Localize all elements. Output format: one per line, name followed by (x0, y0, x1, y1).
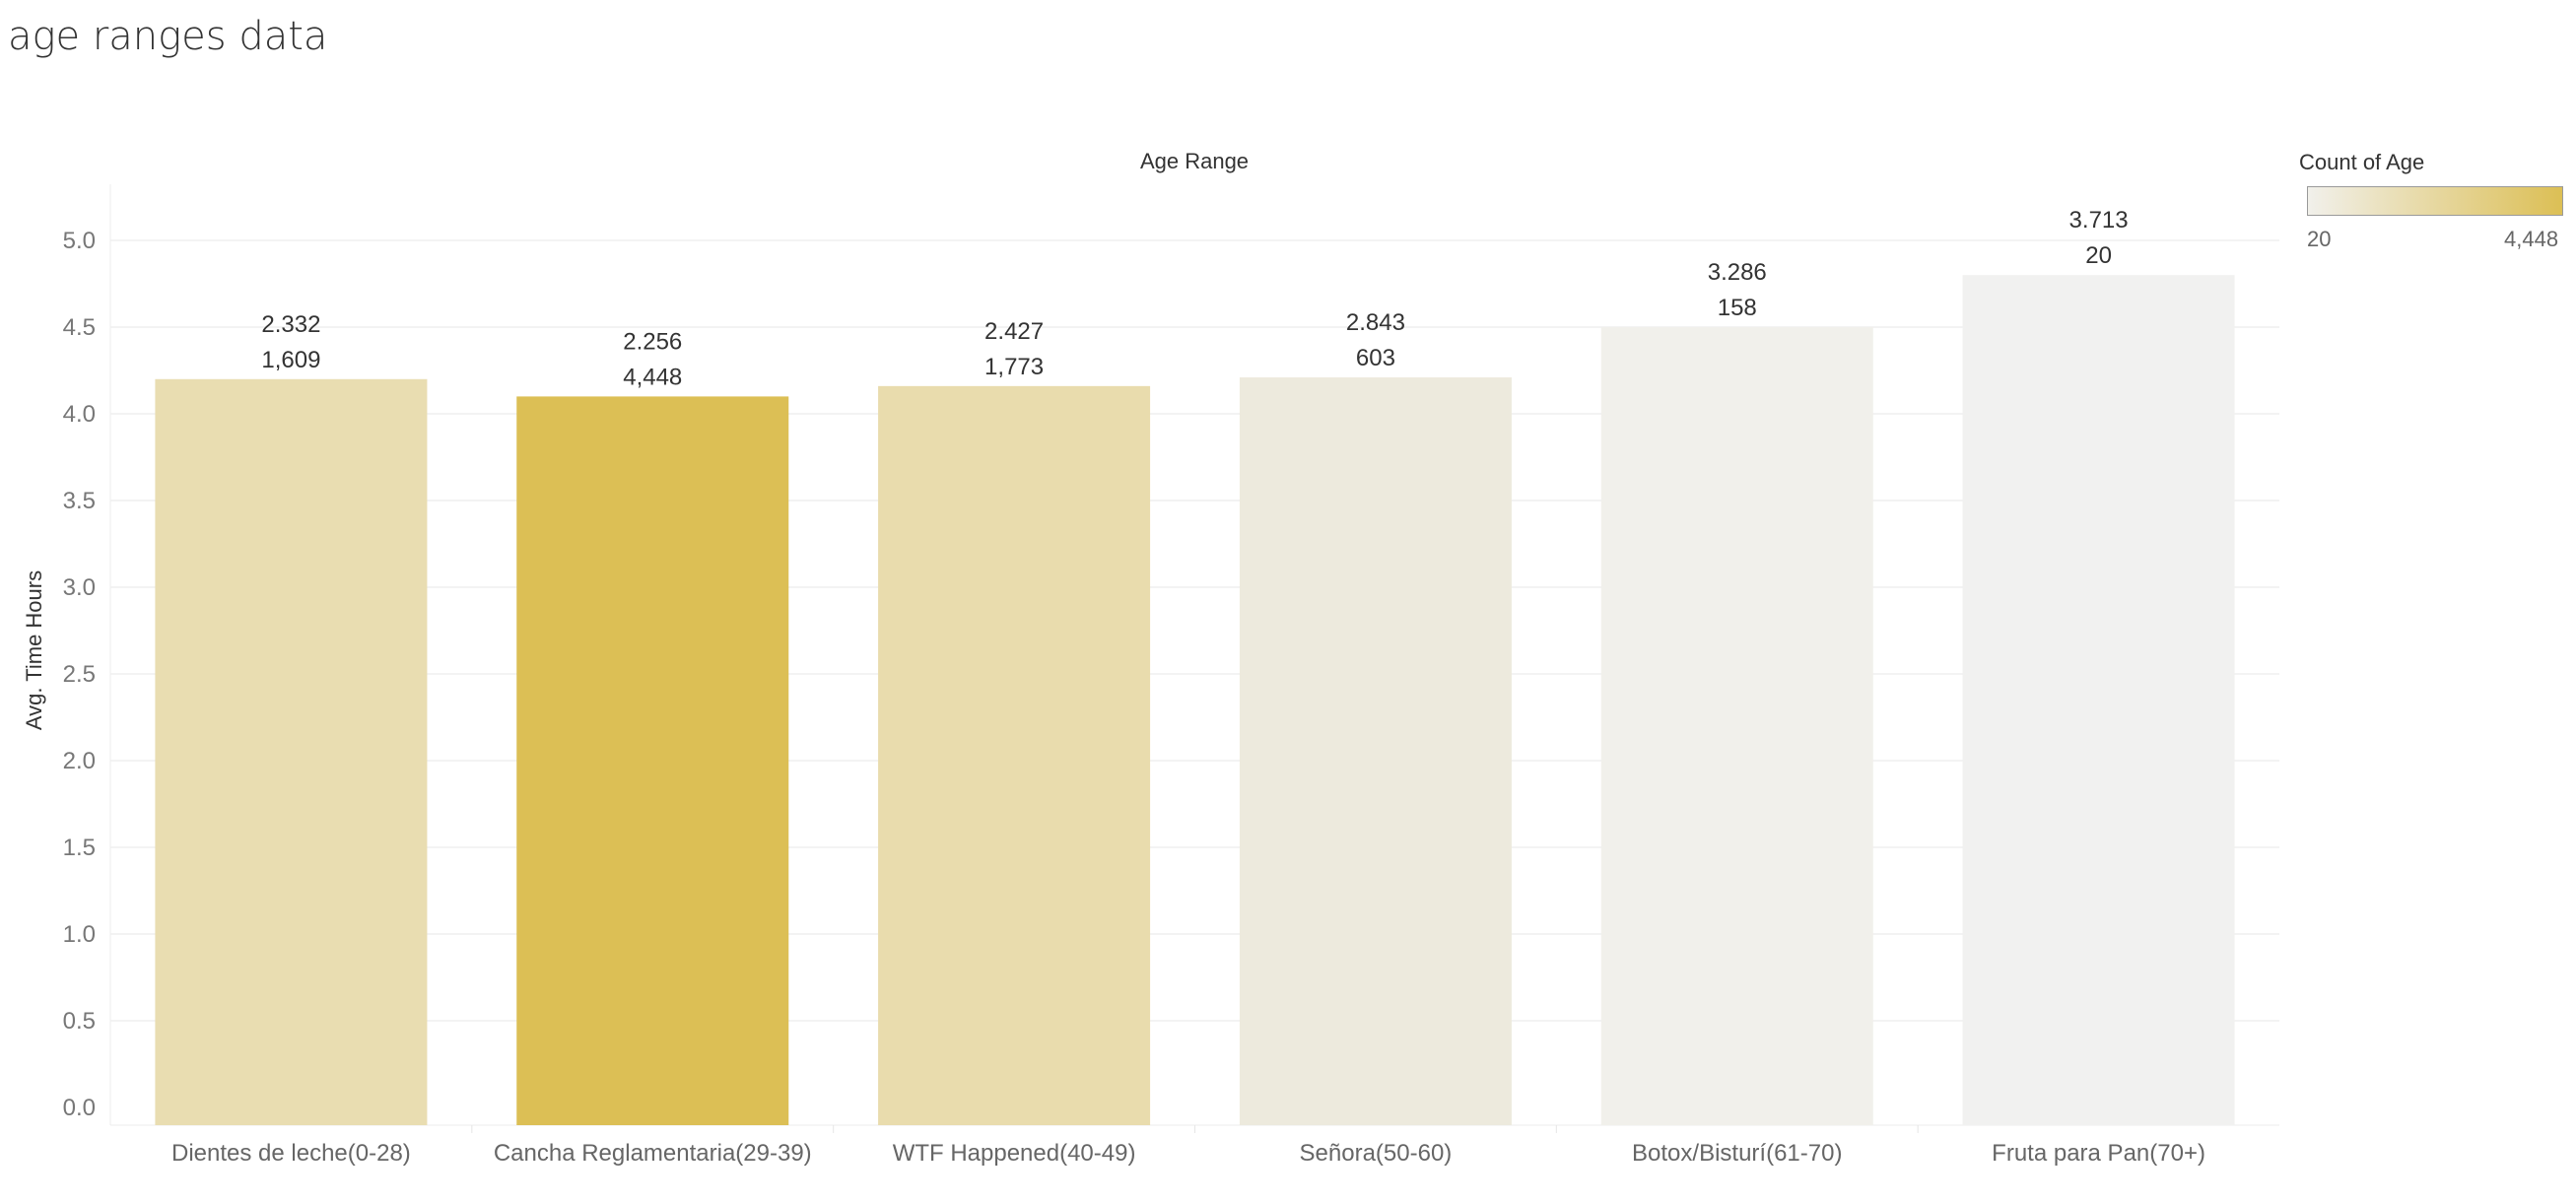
bar (1962, 275, 2235, 1125)
bar-value-label: 3.286 (1708, 259, 1767, 286)
bar (1239, 377, 1512, 1125)
y-tick-label: 2.5 (63, 661, 96, 688)
y-tick-label: 2.0 (63, 748, 96, 774)
bar-count-label: 1,773 (984, 354, 1044, 380)
x-tick-label: Botox/Bisturí(61-70) (1632, 1140, 1842, 1167)
bar (878, 385, 1151, 1126)
y-tick-label: 5.0 (63, 228, 96, 254)
bar (516, 396, 789, 1125)
y-tick-label: 0.5 (63, 1008, 96, 1035)
bar-value-label: 2.427 (984, 318, 1044, 345)
bar-value-label: 2.332 (261, 311, 320, 338)
y-tick-label: 4.0 (63, 401, 96, 428)
bar-value-label: 2.843 (1346, 309, 1405, 336)
x-tick-label: Cancha Reglamentaria(29-39) (494, 1140, 812, 1167)
y-tick-label: 4.5 (63, 314, 96, 341)
legend-min-label: 20 (2307, 227, 2332, 251)
chart-title: Age Range (1140, 149, 1249, 173)
bar-chart: 0.0 0.5 1.0 1.5 2.0 2.5 3.0 3.5 4.0 4.5 5.0 Avg. Ti… (22, 149, 2279, 1167)
legend-color-ramp (2307, 186, 2563, 216)
legend-max-label: 4,448 (2504, 227, 2559, 251)
bar-value-label: 3.713 (2069, 207, 2129, 234)
y-tick-label: 1.0 (63, 921, 96, 948)
bar (1600, 327, 1873, 1125)
y-tick-label: 0.0 (63, 1095, 96, 1121)
legend-title: Count of Age (2299, 150, 2425, 174)
bar (155, 378, 428, 1125)
bar-count-label: 603 (1356, 345, 1395, 371)
x-tick-label: Dientes de leche(0-28) (171, 1140, 411, 1167)
bar-count-label: 4,448 (623, 364, 682, 390)
y-tick-label: 3.5 (63, 488, 96, 514)
bar-count-label: 20 (2085, 242, 2112, 269)
bar-count-label: 1,609 (261, 347, 320, 373)
y-axis-label: Avg. Time Hours (22, 570, 46, 730)
x-tick-label: WTF Happened(40-49) (893, 1140, 1136, 1167)
bar-count-label: 158 (1718, 295, 1757, 321)
y-tick-label: 1.5 (63, 835, 96, 861)
page-title: age ranges data (8, 14, 328, 59)
bar-value-label: 2.256 (623, 328, 682, 355)
x-tick-label: Fruta para Pan(70+) (1992, 1140, 2205, 1167)
x-tick-label: Señora(50-60) (1300, 1140, 1453, 1167)
y-tick-label: 3.0 (63, 574, 96, 601)
